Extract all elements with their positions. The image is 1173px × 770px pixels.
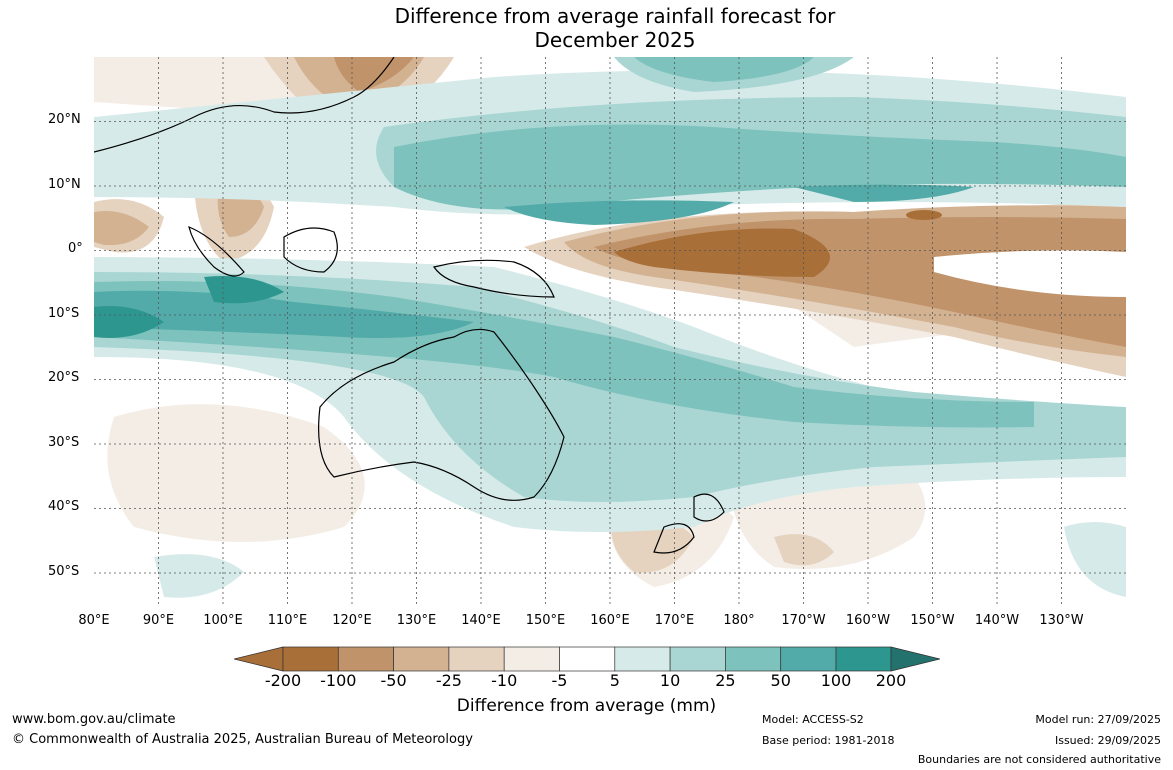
colorbar-segment [614,646,671,672]
new-zealand-coastline [653,493,725,554]
lon-label-120e: 120°E [332,613,372,628]
wet-anomaly-extreme [94,276,284,338]
lat-label-0: 0° [68,241,83,256]
colorbar-tick-label: -25 [435,671,462,690]
colorbar-segment [835,646,892,672]
copyright-text: © Commonwealth of Australia 2025, Austra… [12,732,473,747]
base-period: Base period: 1981-2018 [762,734,895,747]
colorbar-segment [393,646,450,672]
boundaries-disclaimer: Boundaries are not considered authoritat… [917,753,1161,766]
colorbar-tick-label: 200 [875,671,907,690]
title-line-2: December 2025 [534,28,696,52]
title-line-1: Difference from average rainfall forecas… [394,4,836,28]
lat-label-20s: 20°S [48,370,80,385]
colorbar-tick-label: -50 [380,671,407,690]
colorbar-segment [282,646,339,672]
map-canvas [94,57,1126,605]
colorbar-tick-label: 5 [609,671,620,690]
lon-label-160e: 160°E [590,613,630,628]
lon-label-130w: 130°W [1039,613,1084,628]
colorbar-segment [780,646,837,672]
lon-label-90e: 90°E [142,613,175,628]
colorbar-tick-label: -200 [264,671,302,690]
lon-label-140w: 140°W [974,613,1020,628]
lat-label-10n: 10°N [48,177,81,192]
rainfall-anomaly-map [94,57,1126,605]
colorbar-tick-label: -100 [320,671,357,690]
lat-label-40s: 40°S [48,499,80,514]
dry-anomaly-extreme [614,210,942,277]
colorbar-tick-label: -5 [551,671,568,690]
model-name: Model: ACCESS-S2 [762,713,864,726]
sumatra-coastline [188,226,245,277]
lon-label-80e: 80°E [78,613,110,628]
colorbar [234,646,940,672]
colorbar-title: Difference from average (mm) [456,696,717,716]
coastlines [94,57,725,554]
website-link[interactable]: www.bom.gov.au/climate [12,712,176,727]
graticule [94,57,1126,605]
borneo-coastline [283,227,338,273]
lon-label-130e: 130°E [396,613,437,628]
australia-coastline [318,328,565,501]
new-guinea-coastline [433,259,555,298]
lon-label-180: 180° [723,613,755,628]
issued-date: Issued: 29/09/2025 [1054,734,1161,747]
lon-label-170e: 170°E [654,613,695,628]
colorbar-tick-label: 50 [770,671,791,690]
colorbar-segment [337,646,394,672]
lon-label-100e: 100°E [203,613,243,628]
colorbar-tick-label: 10 [659,671,681,690]
chart-title: Difference from average rainfall forecas… [0,4,1173,52]
colorbar-segment [448,646,505,672]
lon-label-170w: 170°W [781,613,826,628]
lon-label-140e: 140°E [461,613,501,628]
model-run-date: Model run: 27/09/2025 [1035,713,1161,726]
colorbar-segment [559,646,616,672]
lon-label-150w: 150°W [910,613,955,628]
colorbar-extend-max [890,646,940,672]
lon-label-160w: 160°W [845,613,891,628]
colorbar-segment [503,646,560,672]
colorbar-extend-min [234,646,284,672]
colorbar-tick-label: 25 [715,671,736,690]
neutral-gap [934,250,1126,297]
lat-label-50s: 50°S [48,564,80,579]
wet-anomaly-very-strong [94,184,974,338]
asia-coastline [94,57,395,153]
colorbar-tick-label: 100 [820,671,852,690]
lat-label-10s: 10°S [48,306,80,321]
colorbar-segment [669,646,726,672]
colorbar-segment [725,646,782,672]
lat-label-20n: 20°N [48,112,81,127]
lat-label-30s: 30°S [48,435,80,450]
colorbar-tick-label: -10 [491,671,518,690]
lon-label-150e: 150°E [525,613,566,628]
lon-label-110e: 110°E [267,613,308,628]
